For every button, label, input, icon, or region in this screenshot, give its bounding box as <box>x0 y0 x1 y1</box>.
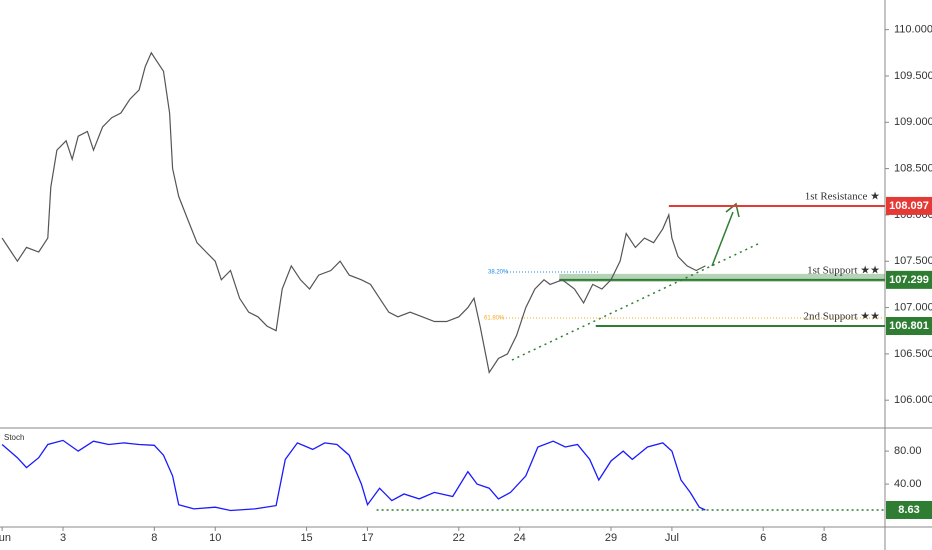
x-tick-label: 29 <box>605 532 617 544</box>
y-tick-label: 40.00 <box>894 478 922 490</box>
fib-label: 61.80% <box>484 316 505 322</box>
x-tick-label: 3 <box>60 532 66 544</box>
series-line <box>1 439 706 512</box>
y-tick-label: 80.00 <box>894 445 922 457</box>
x-tick-label: 8 <box>821 532 827 544</box>
fib-label: 38.20% <box>488 270 509 276</box>
level-value: 8.63 <box>898 504 919 516</box>
level-value-box <box>886 270 932 289</box>
y-tick-label: 106.000 <box>894 394 932 406</box>
y-tick-label: 109.500 <box>894 70 932 82</box>
arrow-head <box>725 202 740 218</box>
x-tick-label: 6 <box>760 532 766 544</box>
level-value: 107.299 <box>889 274 929 286</box>
x-tick-label: 24 <box>514 532 526 544</box>
level-label: 1st Resistance ★ <box>805 190 880 202</box>
x-tick-label: 22 <box>453 532 465 544</box>
x-tick-label: Jul <box>665 532 679 544</box>
level-label: 2nd Support ★★ <box>803 311 880 323</box>
x-tick-label: 15 <box>300 532 312 544</box>
arrow <box>711 211 734 267</box>
y-tick-label: 110.000 <box>894 24 932 36</box>
level-value: 106.801 <box>889 320 929 332</box>
x-tick-label: 17 <box>361 532 373 544</box>
y-tick-label: 106.500 <box>894 348 932 360</box>
y-tick-label: 107.000 <box>894 301 932 313</box>
y-tick-label: 107.500 <box>894 255 932 267</box>
series-line <box>1 51 706 374</box>
level-value-box <box>886 317 932 336</box>
x-tick-label: 8 <box>151 532 157 544</box>
y-tick-label: 109.000 <box>894 116 932 128</box>
y-tick-label: 108.500 <box>894 163 932 175</box>
level-value-box <box>886 500 932 519</box>
level-value-box <box>886 196 932 215</box>
pane-title: Stoch <box>4 433 24 442</box>
support-zone <box>559 273 885 282</box>
x-tick-label: Jun <box>0 532 11 544</box>
trendline <box>511 242 761 361</box>
level-value: 108.097 <box>889 200 929 212</box>
x-tick-label: 10 <box>209 532 221 544</box>
level-label: 1st Support ★★ <box>807 264 880 276</box>
